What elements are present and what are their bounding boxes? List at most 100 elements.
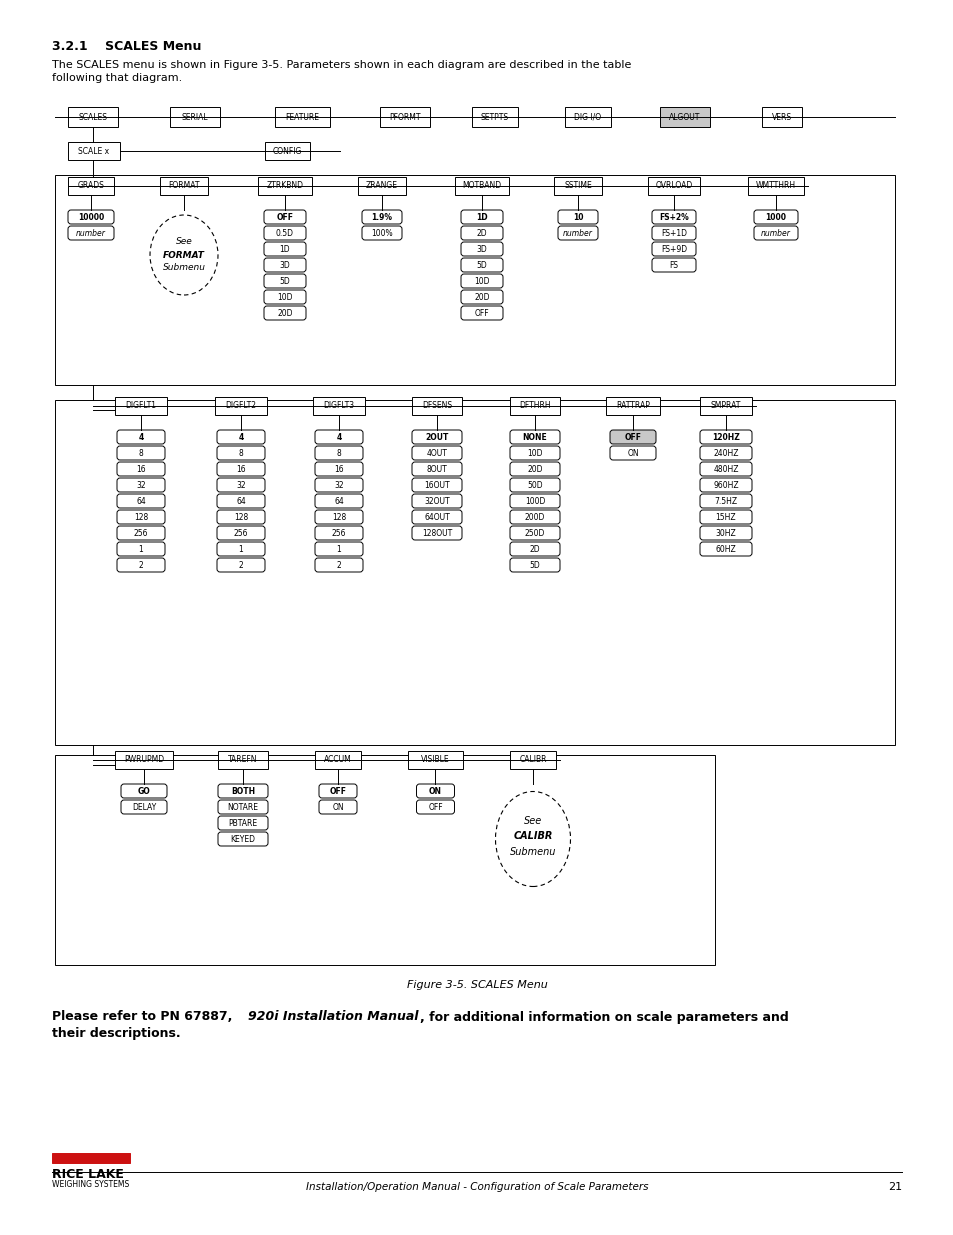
FancyBboxPatch shape [510,396,559,415]
Text: 2: 2 [138,561,143,569]
FancyBboxPatch shape [700,462,751,475]
FancyBboxPatch shape [510,462,559,475]
Text: 64: 64 [136,496,146,505]
FancyBboxPatch shape [510,526,559,540]
FancyBboxPatch shape [117,462,165,475]
Text: See: See [175,237,193,247]
Text: 3D: 3D [476,245,487,253]
Text: DIGFLT2: DIGFLT2 [225,401,256,410]
Text: FEATURE: FEATURE [285,112,319,121]
FancyBboxPatch shape [216,558,265,572]
FancyBboxPatch shape [700,396,751,415]
FancyBboxPatch shape [753,226,797,240]
Text: ON: ON [332,803,343,811]
FancyBboxPatch shape [412,478,461,492]
FancyBboxPatch shape [412,430,461,445]
Text: Installation/Operation Manual - Configuration of Scale Parameters: Installation/Operation Manual - Configur… [305,1182,648,1192]
FancyBboxPatch shape [647,177,700,195]
FancyBboxPatch shape [700,478,751,492]
Text: SETPTS: SETPTS [480,112,509,121]
Text: Please refer to PN 67887,: Please refer to PN 67887, [52,1010,236,1024]
Text: number: number [76,228,106,237]
Text: 2D: 2D [476,228,487,237]
FancyBboxPatch shape [460,306,502,320]
Text: 16: 16 [236,464,246,473]
FancyBboxPatch shape [460,210,502,224]
Text: BOTH: BOTH [231,787,254,795]
Text: RICE LAKE: RICE LAKE [52,1168,124,1181]
Text: 480HZ: 480HZ [713,464,738,473]
Text: SCALE x: SCALE x [78,147,110,156]
Text: 64: 64 [334,496,343,505]
Text: 15HZ: 15HZ [715,513,736,521]
Text: 60HZ: 60HZ [715,545,736,553]
FancyBboxPatch shape [264,242,306,256]
FancyBboxPatch shape [460,242,502,256]
FancyBboxPatch shape [117,526,165,540]
FancyBboxPatch shape [216,430,265,445]
Text: 30HZ: 30HZ [715,529,736,537]
FancyBboxPatch shape [314,542,363,556]
Text: 4: 4 [336,432,341,441]
Text: CALIBR: CALIBR [513,831,552,841]
FancyBboxPatch shape [218,784,268,798]
Text: DIGFLT3: DIGFLT3 [323,401,355,410]
FancyBboxPatch shape [314,478,363,492]
Text: 8OUT: 8OUT [426,464,447,473]
Text: number: number [562,228,593,237]
Text: 32: 32 [136,480,146,489]
Text: 128: 128 [233,513,248,521]
Text: , for additional information on scale parameters and: , for additional information on scale pa… [419,1010,788,1024]
Text: 20D: 20D [474,293,489,301]
Text: 200D: 200D [524,513,544,521]
Text: FORMAT: FORMAT [168,182,199,190]
Text: 16: 16 [334,464,343,473]
Ellipse shape [150,215,218,295]
Text: WEIGHING SYSTEMS: WEIGHING SYSTEMS [52,1179,129,1189]
FancyBboxPatch shape [609,446,656,459]
FancyBboxPatch shape [264,210,306,224]
FancyBboxPatch shape [257,177,312,195]
Text: 1: 1 [336,545,341,553]
FancyBboxPatch shape [460,290,502,304]
FancyBboxPatch shape [412,396,461,415]
Text: 32: 32 [334,480,343,489]
FancyBboxPatch shape [700,494,751,508]
Text: FS+1D: FS+1D [660,228,686,237]
Text: Figure 3-5. SCALES Menu: Figure 3-5. SCALES Menu [406,981,547,990]
Text: CALIBR: CALIBR [518,756,546,764]
Text: 50D: 50D [527,480,542,489]
FancyBboxPatch shape [318,800,356,814]
FancyBboxPatch shape [357,177,406,195]
Text: 1D: 1D [279,245,290,253]
FancyBboxPatch shape [117,430,165,445]
FancyBboxPatch shape [554,177,601,195]
FancyBboxPatch shape [408,751,462,769]
Text: RATTRAP: RATTRAP [616,401,649,410]
FancyBboxPatch shape [700,446,751,459]
FancyBboxPatch shape [318,784,356,798]
Text: NOTARE: NOTARE [227,803,258,811]
FancyBboxPatch shape [651,210,696,224]
FancyBboxPatch shape [416,800,454,814]
FancyBboxPatch shape [264,290,306,304]
FancyBboxPatch shape [314,446,363,459]
Text: TAREFN: TAREFN [228,756,257,764]
FancyBboxPatch shape [55,755,714,965]
FancyBboxPatch shape [216,526,265,540]
FancyBboxPatch shape [52,1153,130,1163]
FancyBboxPatch shape [68,142,120,161]
FancyBboxPatch shape [170,107,220,127]
FancyBboxPatch shape [510,510,559,524]
Text: 5D: 5D [529,561,539,569]
FancyBboxPatch shape [416,784,454,798]
Text: number: number [760,228,790,237]
Text: 2: 2 [336,561,341,569]
Text: Submenu: Submenu [509,847,556,857]
FancyBboxPatch shape [659,107,709,127]
Text: SSTIME: SSTIME [563,182,591,190]
FancyBboxPatch shape [700,430,751,445]
FancyBboxPatch shape [216,478,265,492]
Text: PFORMT: PFORMT [389,112,420,121]
FancyBboxPatch shape [609,430,656,445]
